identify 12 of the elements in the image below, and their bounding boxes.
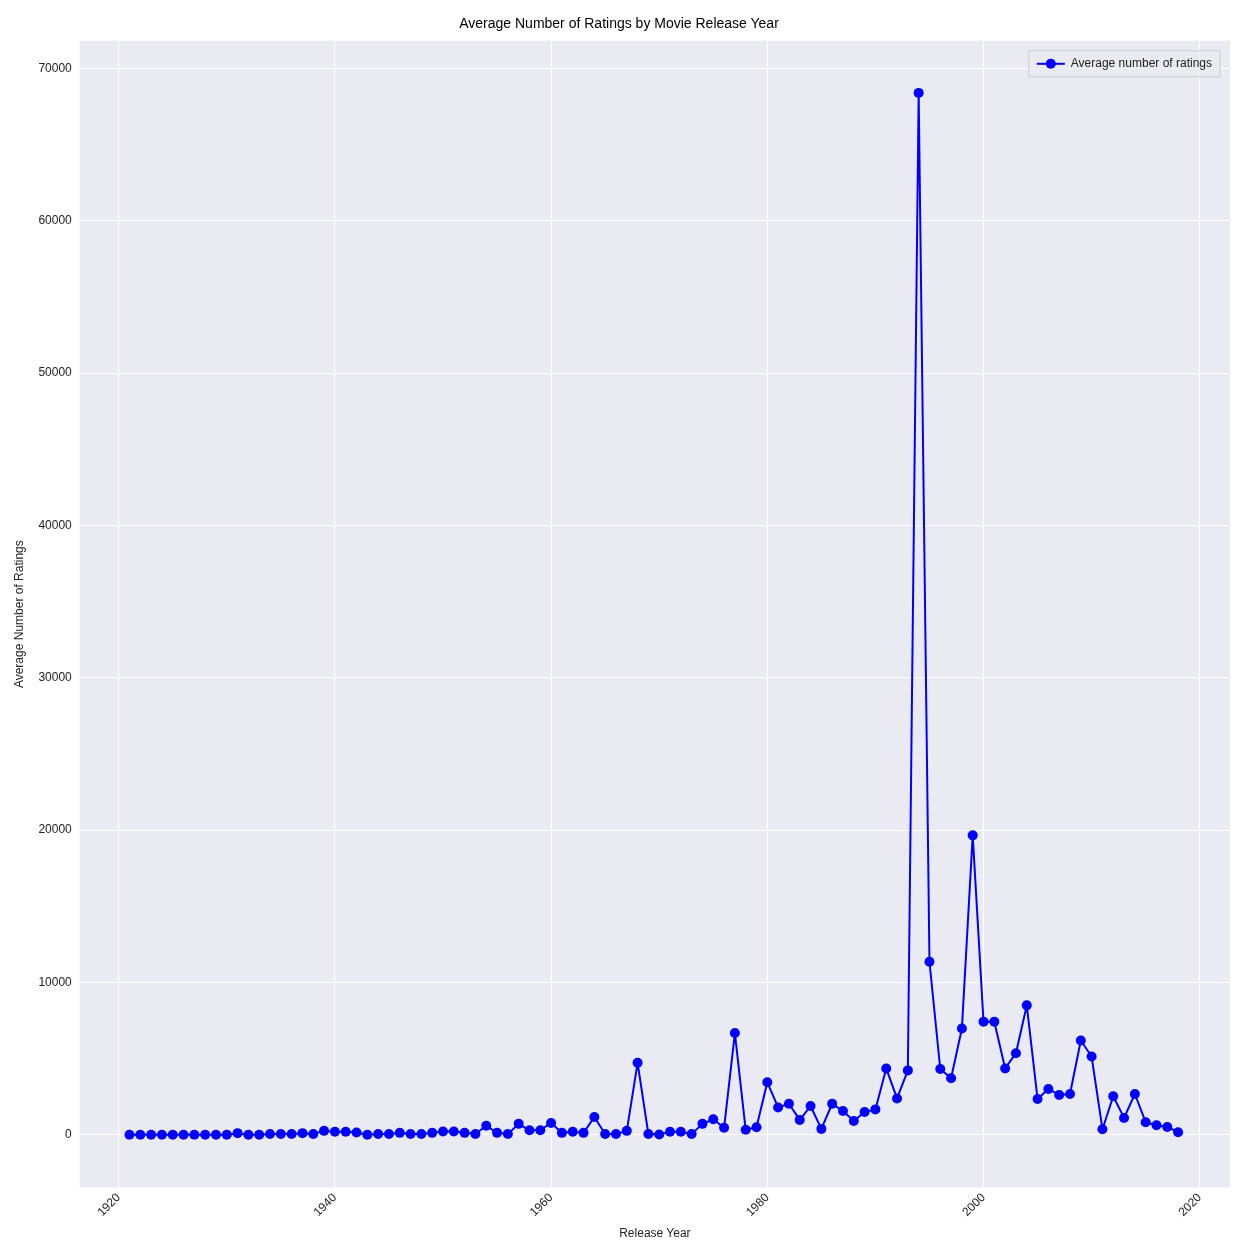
y-tick-label: 20000 <box>38 822 73 837</box>
legend-label: Average number of ratings <box>1070 56 1213 71</box>
y-tick-label: 30000 <box>38 670 73 685</box>
y-tick-label: 60000 <box>38 213 73 228</box>
y-tick-label: 40000 <box>38 517 73 532</box>
y-tick-label: 0 <box>65 1127 73 1142</box>
x-axis-title: Release Year <box>619 1226 691 1241</box>
y-tick-label: 50000 <box>38 365 73 380</box>
y-axis-title: Average Number of Ratings <box>11 540 26 689</box>
y-tick-label: 10000 <box>38 974 73 989</box>
y-tick-label: 70000 <box>38 60 73 75</box>
chart-title: Average Number of Ratings by Movie Release Year <box>459 15 780 32</box>
